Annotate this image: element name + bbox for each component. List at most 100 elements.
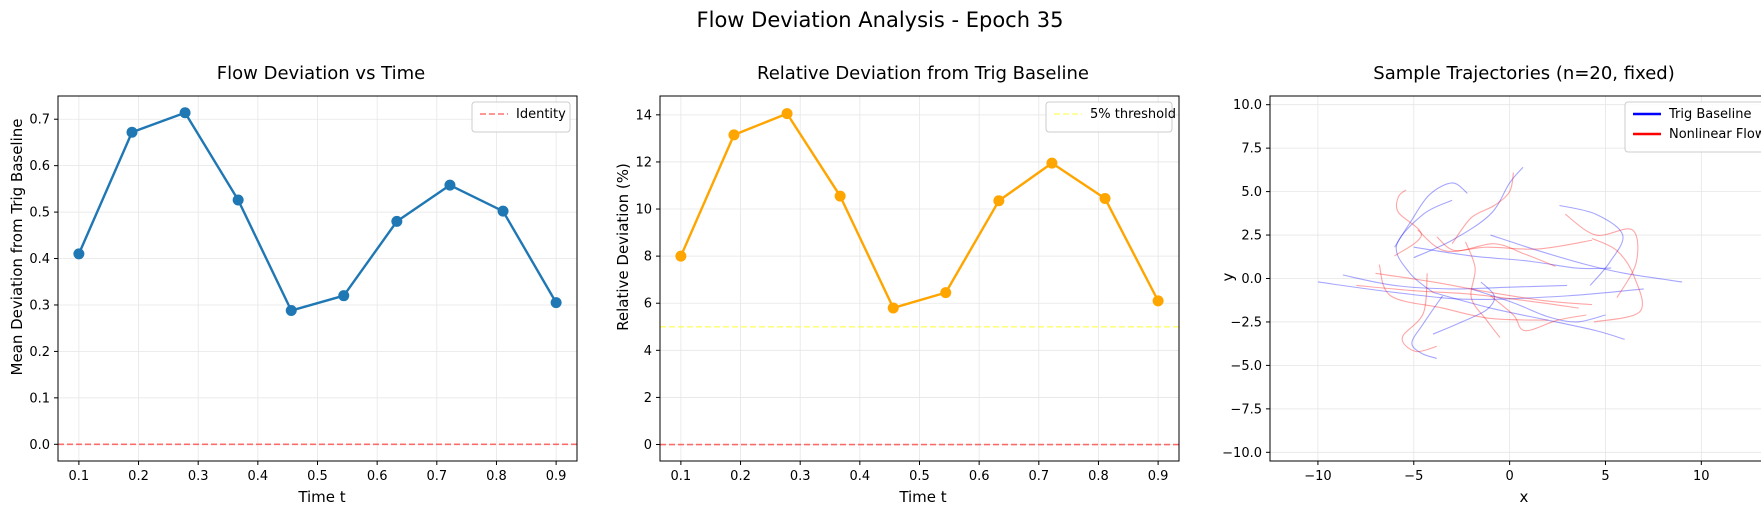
data-point	[285, 305, 297, 317]
trajectory-blue	[1471, 288, 1606, 323]
y-tick-label: 0	[644, 438, 652, 453]
data-point	[232, 194, 244, 206]
series-line	[679, 112, 1160, 310]
trajectory-red	[1417, 229, 1593, 252]
x-tick-label: 5	[1601, 469, 1609, 484]
trajectory-blue	[1317, 281, 1644, 301]
x-tick-label: 0.3	[790, 469, 811, 484]
trajectory-red	[1394, 189, 1422, 257]
legend-label: Nonlinear Flow	[1669, 127, 1761, 142]
panel-title-sample-trajectories: Sample Trajectories (n=20, fixed)	[1373, 63, 1674, 84]
figure-title: Flow Deviation Analysis - Epoch 35	[697, 8, 1064, 32]
data-point	[126, 126, 138, 138]
y-tick-label: −2.5	[1230, 315, 1262, 330]
y-tick-label: 10.0	[1233, 98, 1262, 113]
y-tick-label: 0.7	[29, 113, 50, 128]
y-tick-label: 0.2	[29, 345, 50, 360]
data-point	[1046, 157, 1058, 169]
trajectory-blue	[1490, 234, 1683, 283]
y-tick-label: 0.0	[29, 438, 50, 453]
x-tick-label: 0	[1505, 469, 1513, 484]
data-point	[728, 129, 740, 141]
x-tick-label: 0.1	[69, 469, 90, 484]
trajectory-blue	[1411, 295, 1443, 359]
data-point	[940, 287, 952, 299]
data-point	[338, 290, 350, 302]
data-point	[834, 190, 846, 202]
trajectory-red	[1436, 236, 1556, 267]
legend-label: 5% threshold	[1090, 107, 1176, 122]
legend-label: Identity	[516, 107, 566, 122]
x-tick-label: 0.6	[367, 469, 388, 484]
y-tick-label: 0.3	[29, 298, 50, 313]
legend-relative-deviation: 5% threshold	[1045, 101, 1176, 133]
trajectory-red	[1401, 273, 1437, 353]
y-axis-label-sample-trajectories: y	[1219, 272, 1237, 281]
x-tick-label: 0.8	[1088, 469, 1109, 484]
x-tick-label: 0.8	[486, 469, 507, 484]
data-point	[675, 250, 687, 262]
y-tick-label: 10	[635, 203, 652, 218]
x-tick-label: 0.6	[969, 469, 990, 484]
x-tick-label: −10	[1304, 469, 1331, 484]
legend-sample-trajectories: Trig Baseline Nonlinear Flow	[1624, 101, 1761, 153]
x-tick-label: 0.2	[128, 469, 149, 484]
y-axis-label-flow-deviation: Mean Deviation from Trig Baseline	[8, 118, 26, 375]
trajectory-blue	[1394, 182, 1468, 248]
panel-sample-trajectories: Sample Trajectories (n=20, fixed) x y −1…	[1219, 63, 1761, 506]
panel-title-relative-deviation: Relative Deviation from Trig Baseline	[757, 63, 1089, 84]
panel-relative-deviation: Relative Deviation from Trig Baseline Ti…	[614, 63, 1180, 506]
y-tick-label: 0.6	[29, 159, 50, 174]
x-tick-label: 10	[1693, 469, 1710, 484]
trajectory-blue	[1432, 291, 1625, 340]
x-tick-label: 0.2	[730, 469, 751, 484]
y-axis-label-relative-deviation: Relative Deviation (%)	[614, 163, 632, 331]
plot-area-flow-deviation	[58, 107, 577, 446]
x-tick-label: 0.3	[188, 469, 209, 484]
y-tick-label: 6	[644, 297, 652, 312]
series-line	[77, 111, 558, 312]
panel-flow-deviation: Flow Deviation vs Time Time t Mean Devia…	[8, 63, 578, 506]
panel-title-flow-deviation: Flow Deviation vs Time	[217, 63, 425, 84]
trajectory-red	[1356, 284, 1579, 309]
y-tick-label: 7.5	[1241, 142, 1262, 157]
data-point	[1099, 192, 1111, 204]
y-tick-label: 0.0	[1241, 272, 1262, 287]
data-point	[550, 297, 562, 309]
x-tick-label: 0.9	[546, 469, 567, 484]
trajectory-red	[1490, 295, 1587, 332]
y-tick-label: −10.0	[1222, 446, 1262, 461]
trajectory-blue	[1413, 246, 1612, 270]
y-tick-label: −7.5	[1230, 402, 1262, 417]
x-tick-label: 0.5	[307, 469, 328, 484]
data-point	[781, 108, 793, 120]
trajectory-blue	[1395, 199, 1453, 293]
y-tick-label: 0.5	[29, 206, 50, 221]
trajectory-blue	[1432, 281, 1496, 335]
data-point	[391, 215, 403, 227]
trajectory-red	[1451, 172, 1515, 245]
data-point	[73, 248, 85, 260]
legend-label: Trig Baseline	[1668, 107, 1752, 122]
y-tick-label: 14	[635, 108, 652, 123]
data-point	[993, 195, 1005, 207]
legend-box	[471, 101, 571, 133]
trajectory-blue	[1413, 166, 1524, 259]
data-point	[497, 205, 509, 217]
y-tick-label: 2	[644, 391, 652, 406]
data-point	[1152, 295, 1164, 307]
y-tick-label: 5.0	[1241, 185, 1262, 200]
x-tick-label: −5	[1404, 469, 1423, 484]
y-tick-label: 0.1	[29, 391, 50, 406]
x-axis-label-relative-deviation: Time t	[898, 488, 946, 506]
x-tick-label: 0.7	[426, 469, 447, 484]
x-tick-label: 0.4	[849, 469, 870, 484]
y-tick-label: 4	[644, 344, 652, 359]
y-tick-label: 2.5	[1241, 229, 1262, 244]
trajectory-red	[1465, 241, 1501, 338]
x-tick-label: 0.9	[1148, 469, 1169, 484]
x-axis-label-flow-deviation: Time t	[297, 488, 345, 506]
y-tick-label: 0.4	[29, 252, 50, 267]
trajectory-red	[1564, 213, 1639, 298]
